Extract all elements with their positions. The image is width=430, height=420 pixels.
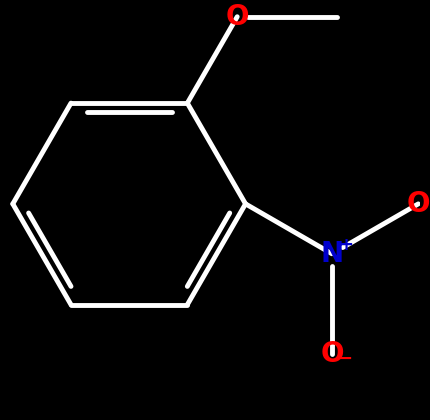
Text: O: O bbox=[406, 190, 430, 218]
Text: +: + bbox=[338, 236, 353, 254]
Text: O: O bbox=[320, 339, 344, 368]
Text: O: O bbox=[225, 3, 249, 31]
Text: −: − bbox=[337, 350, 352, 368]
Text: N: N bbox=[320, 240, 344, 268]
